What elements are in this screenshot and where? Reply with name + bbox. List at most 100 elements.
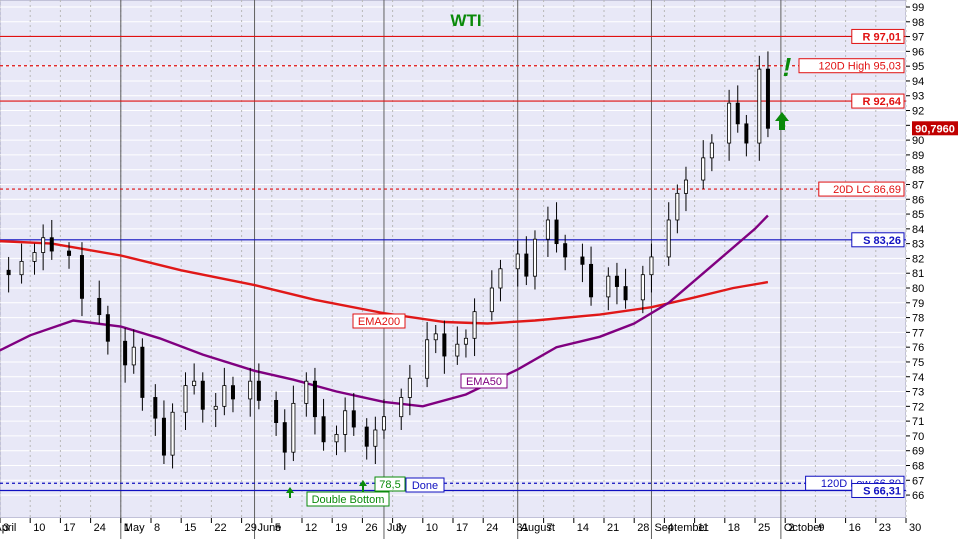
candle-body	[727, 102, 732, 144]
x-tick-label: 12	[305, 522, 317, 534]
y-tick-label: 82	[912, 253, 924, 265]
candle-body	[472, 311, 477, 339]
x-tick-label: 16	[849, 522, 861, 534]
candle-body	[321, 416, 326, 443]
candle-body	[343, 410, 348, 435]
ema50-label: EMA50	[466, 376, 502, 388]
candle-body	[334, 434, 339, 443]
y-axis-panel	[906, 0, 959, 539]
chart-title: WTI	[450, 11, 481, 30]
candle-body	[442, 333, 447, 357]
candle-body	[614, 275, 619, 287]
up-arrow-icon	[775, 112, 789, 130]
candle-body	[200, 380, 205, 410]
candle-body	[140, 346, 145, 398]
candle-body	[407, 377, 412, 398]
candle-body	[248, 380, 253, 400]
candle-body	[97, 297, 102, 316]
candle-body	[709, 142, 714, 159]
y-tick-label: 71	[912, 416, 924, 428]
y-tick-label: 94	[912, 76, 924, 88]
y-tick-label: 66	[912, 490, 924, 502]
series-line-ema50	[0, 214, 769, 408]
candle-body	[580, 256, 585, 265]
y-tick-label: 99	[912, 2, 924, 14]
x-tick-label: 30	[909, 522, 921, 534]
y-tick-label: 83	[912, 239, 924, 251]
candle-body	[563, 243, 568, 258]
candle-body	[381, 416, 386, 431]
x-tick-label: 15	[184, 522, 196, 534]
y-tick-label: 95	[912, 61, 924, 73]
y-tick-label: 85	[912, 209, 924, 221]
level-label-box	[851, 232, 905, 248]
level-label: 20D LC 86,69	[833, 184, 901, 196]
y-tick-label: 81	[912, 268, 924, 280]
x-tick-label: 9	[818, 522, 824, 534]
level-label-box	[851, 482, 905, 498]
candle-body	[433, 333, 438, 341]
candle-body	[554, 219, 559, 245]
x-tick-label: 25	[758, 522, 770, 534]
y-tick-label: 86	[912, 194, 924, 206]
ema200-label: EMA200	[358, 316, 400, 328]
ema200-label-box	[352, 313, 406, 329]
candle-body	[455, 343, 460, 357]
y-tick-label: 74	[912, 372, 924, 384]
candle-body	[498, 268, 503, 289]
y-tick-label: 75	[912, 357, 924, 369]
candle-body	[19, 260, 24, 276]
x-tick-label: 4	[667, 522, 673, 534]
candlesticks	[6, 51, 770, 470]
candle-body	[683, 179, 688, 194]
double-bottom-label-box	[306, 491, 390, 507]
candle-body	[735, 102, 740, 125]
y-tick-label: 90	[912, 135, 924, 147]
y-tick-label: 77	[912, 327, 924, 339]
candle-body	[666, 219, 671, 258]
x-tick-label: 8	[154, 522, 160, 534]
candle-body	[524, 253, 529, 277]
ema50-label-box	[460, 373, 508, 389]
candle-body	[153, 397, 158, 419]
candle-body	[282, 422, 287, 453]
candle-body	[256, 380, 261, 401]
x-axis-panel	[0, 518, 906, 539]
y-tick-label: 68	[912, 460, 924, 472]
x-axis-ticks: 3 10 17 24 1 8 15 22 29 5 12 19 26 3 10 17 24 31 7 14 21 28 4 1…	[0, 518, 921, 534]
x-tick-label: 17	[63, 522, 75, 534]
double-bottom-arrow-right-icon	[359, 480, 367, 492]
candle-body	[649, 256, 654, 276]
y-tick-label: 98	[912, 17, 924, 29]
current-price-label: 90,7960	[915, 123, 955, 135]
candle-body	[32, 252, 37, 262]
y-tick-label: 78	[912, 313, 924, 325]
x-tick-label: 18	[728, 522, 740, 534]
candle-body	[399, 397, 404, 418]
candle-body	[6, 269, 11, 276]
level-label: 120D High 95,03	[818, 61, 901, 73]
y-tick-label: 97	[912, 32, 924, 44]
candle-body	[213, 405, 218, 410]
month-label: September	[654, 522, 708, 534]
candle-body	[640, 274, 645, 301]
y-tick-label: 67	[912, 475, 924, 487]
x-tick-label: 10	[426, 522, 438, 534]
y-tick-label: 73	[912, 387, 924, 399]
x-tick-label: 28	[637, 522, 649, 534]
candle-body	[67, 250, 72, 256]
x-tick-label: 24	[486, 522, 498, 534]
x-tick-label: 2	[788, 522, 794, 534]
candle-body	[105, 314, 110, 342]
candle-body	[606, 275, 611, 298]
candle-body	[532, 238, 537, 277]
candle-body	[123, 340, 128, 366]
double-bottom-arrow-left-icon	[286, 487, 294, 498]
x-tick-label: 11	[698, 522, 709, 534]
candle-body	[701, 157, 706, 181]
x-tick-label: 3	[396, 522, 402, 534]
candle-body	[463, 337, 468, 345]
candle-body	[351, 410, 356, 428]
level-label-box	[851, 28, 905, 44]
level-label-box	[851, 93, 905, 109]
